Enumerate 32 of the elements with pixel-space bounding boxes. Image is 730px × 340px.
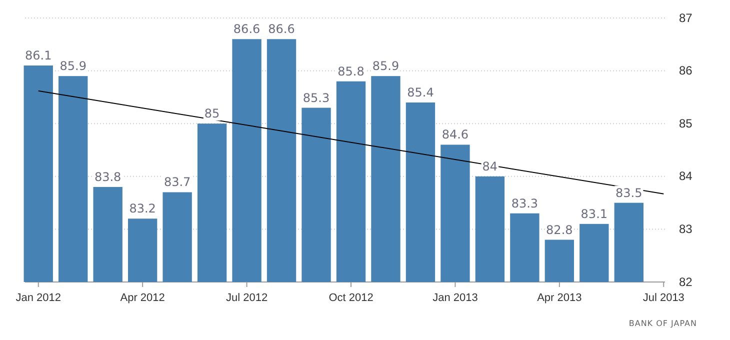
x-tick-label: Jan 2013 (432, 292, 478, 304)
data-label: 85.8 (338, 64, 364, 78)
data-label: 86.6 (233, 22, 260, 36)
y-tick-label: 87 (679, 10, 693, 25)
data-label: 86.1 (25, 48, 52, 63)
data-label: 82.8 (546, 222, 573, 237)
text: BANK OF JAPAN (628, 319, 697, 328)
data-label: 84 (482, 159, 498, 174)
y-tick-label: 82 (679, 274, 693, 289)
data-label: 86.6 (268, 22, 295, 36)
data-label: 83.7 (164, 175, 191, 190)
data-label: 83.2 (129, 202, 156, 216)
data-label: 85 (204, 106, 220, 121)
data-label: 85.4 (407, 85, 434, 100)
x-tick-label: Jan 2012 (16, 292, 61, 304)
y-tick-label: 84 (679, 169, 693, 184)
data-label: 83.3 (511, 196, 538, 210)
data-label: 83.8 (94, 170, 122, 184)
data-label: 85.9 (372, 59, 400, 74)
data-label: 85.3 (302, 90, 330, 105)
x-tick-label: Jul 2012 (226, 292, 268, 304)
y-tick-label: 83 (679, 222, 693, 236)
x-tick-label: Oct 2012 (328, 292, 374, 304)
x-tick-label: Jul 2013 (642, 292, 684, 304)
data-label: 84.6 (442, 128, 469, 142)
y-tick-label: 85 (679, 116, 693, 130)
data-label: 83.5 (616, 186, 642, 200)
x-tick-label: Apr 2013 (537, 292, 582, 304)
y-tick-label: 86 (679, 64, 693, 78)
x-tick-label: Apr 2012 (120, 292, 165, 304)
data-label: 85.9 (60, 59, 86, 74)
data-label: 83.1 (580, 206, 608, 221)
